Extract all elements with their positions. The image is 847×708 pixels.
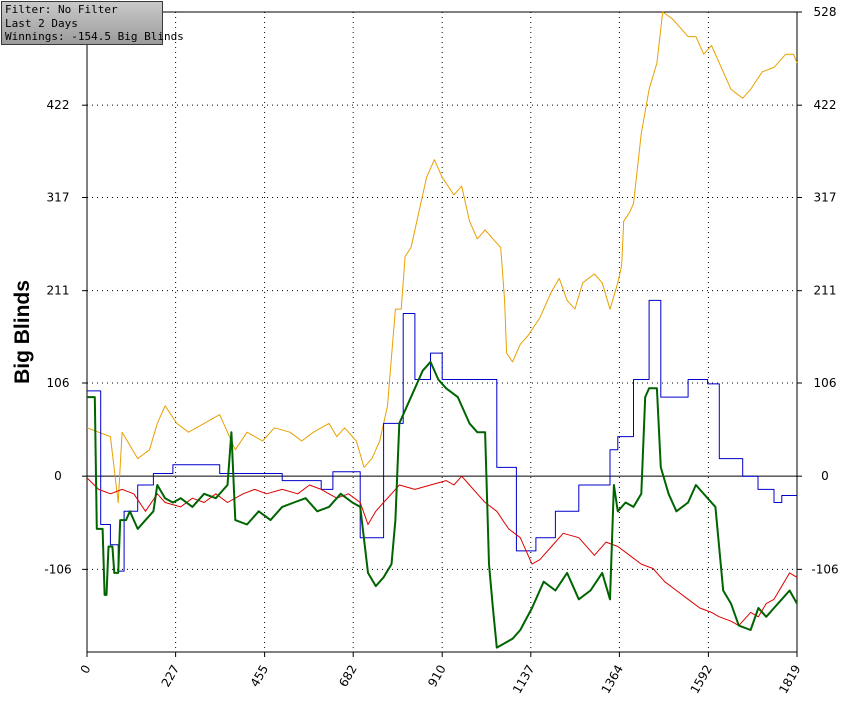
info-box: Filter: No Filter Last 2 Days Winnings: …	[1, 1, 184, 45]
y-axis-label: Big Blinds	[11, 280, 34, 384]
x-tick-label: 227	[159, 663, 183, 690]
winnings-text: Winnings: -154.5 Big Blinds	[5, 30, 184, 43]
x-tick-label: 1137	[510, 663, 537, 696]
series-layer	[86, 11, 798, 649]
series-line-1	[86, 11, 798, 503]
y-tick-label: 0	[54, 469, 62, 483]
y-tick-label: -106	[44, 562, 71, 576]
x-tick-label: 455	[248, 663, 272, 690]
series-line-4	[87, 360, 798, 649]
x-tick-label: 0	[78, 663, 94, 677]
y-tick-label-right: -106	[811, 562, 838, 576]
x-tick-label: 1819	[776, 663, 803, 696]
y-tick-label: 106	[47, 376, 70, 390]
y-tick-label: 422	[47, 98, 70, 112]
x-tick-label: 910	[425, 663, 449, 690]
x-tick-label: 1592	[688, 663, 715, 696]
y-tick-label-right: 106	[814, 376, 837, 390]
y-tick-label-right: 0	[821, 469, 829, 483]
period-text: Last 2 Days	[5, 16, 78, 30]
filter-text: Filter: No Filter	[5, 3, 118, 16]
series-line-2	[87, 299, 797, 572]
x-tick-label: 682	[336, 663, 360, 690]
y-tick-label-right: 528	[814, 5, 837, 19]
y-tick-label: 317	[47, 190, 70, 204]
y-tick-label-right: 422	[814, 98, 837, 112]
y-tick-label: 211	[47, 284, 70, 298]
y-tick-label-right: 211	[814, 284, 837, 298]
y-ticks-right: 528 422 317 211 106 0 -106	[797, 5, 839, 576]
x-tick-label: 1364	[599, 663, 626, 696]
x-ticks: 0 227 455 682 910 1137 1364 1592 1819	[78, 652, 804, 696]
y-tick-label-right: 317	[814, 190, 837, 204]
